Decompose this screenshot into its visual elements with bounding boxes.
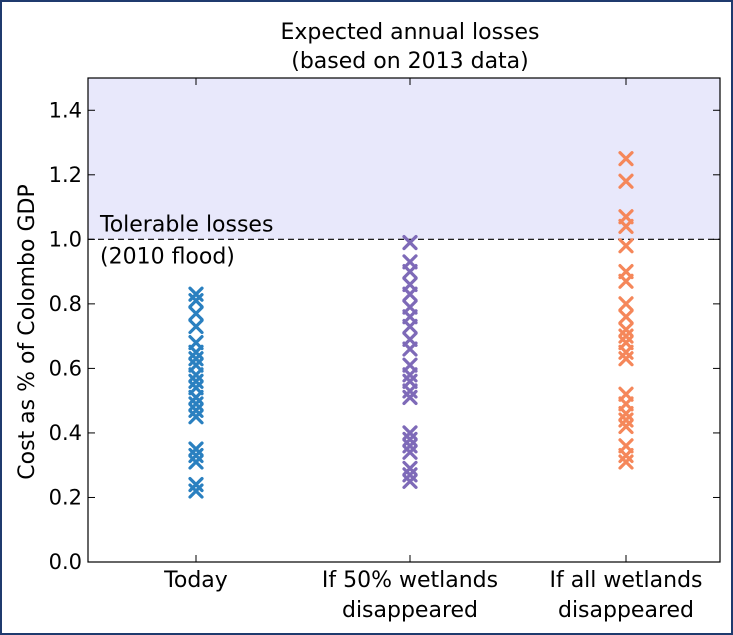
data-point: [188, 483, 204, 499]
y-tick-label: 0.6: [49, 356, 82, 380]
data-point: [188, 305, 204, 322]
chart-title: Expected annual losses: [280, 20, 539, 45]
data-point: [618, 296, 634, 312]
data-point: [618, 238, 634, 254]
intolerable-region: [88, 78, 720, 240]
y-tick-label: 0.0: [49, 550, 82, 574]
data-point: [618, 173, 634, 189]
y-tick-label: 0.2: [49, 485, 82, 509]
y-axis-label: Cost as % of Colombo GDP: [15, 184, 40, 479]
y-tick-label: 0.4: [49, 421, 82, 445]
x-category-label: If all wetlands: [549, 568, 702, 593]
x-category-label: disappeared: [558, 598, 694, 623]
x-category-label: If 50% wetlands: [322, 568, 498, 593]
data-point: [618, 309, 634, 325]
series-3: [618, 151, 634, 470]
data-point: [402, 473, 418, 489]
y-tick-label: 1.2: [49, 163, 82, 187]
plot-area: [87, 77, 721, 563]
data-point: [618, 151, 634, 167]
data-point: [402, 318, 418, 335]
data-point: [618, 454, 634, 470]
data-point: [618, 273, 634, 289]
threshold-label: (2010 flood): [100, 244, 235, 269]
data-point: [402, 234, 418, 251]
series-1: [188, 286, 204, 499]
data-point: [618, 418, 634, 435]
data-point: [188, 318, 204, 335]
data-point: [402, 444, 418, 460]
series-2: [402, 234, 418, 489]
data-point: [188, 409, 204, 425]
data-point: [402, 286, 418, 302]
y-tick-label: 1.0: [49, 227, 82, 251]
chart-subtitle: (based on 2013 data): [291, 49, 529, 74]
data-point: [402, 389, 418, 406]
data-point: [618, 218, 634, 235]
x-category-label: Today: [163, 568, 228, 593]
threshold-label: Tolerable losses: [99, 212, 273, 237]
data-point: [402, 341, 418, 357]
data-point: [402, 264, 418, 280]
x-category-label: disappeared: [342, 598, 478, 623]
data-point: [188, 293, 204, 309]
data-point: [618, 351, 634, 367]
y-tick-label: 1.4: [49, 98, 82, 122]
y-tick-label: 0.8: [49, 292, 82, 316]
data-point: [188, 454, 204, 470]
